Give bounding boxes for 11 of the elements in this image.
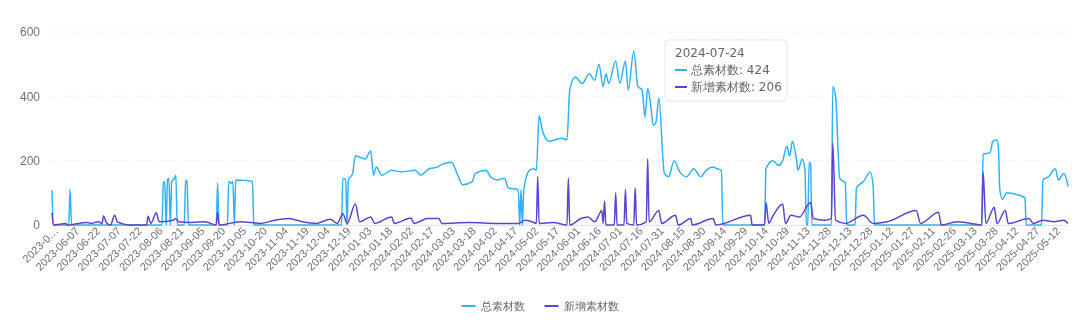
annotation: 2024-07-24	[675, 46, 745, 60]
y-tick-label: 0	[33, 218, 41, 233]
y-tick-label: 400	[19, 89, 41, 104]
line-series	[51, 50, 1069, 226]
y-tick-label: 600	[19, 25, 41, 40]
legend-label: 总素材数	[479, 300, 525, 313]
legend-label: 新增素材数	[563, 300, 619, 313]
annotation: 新增素材数: 206	[691, 80, 782, 94]
line-series	[51, 142, 1069, 226]
annotation: 总素材数: 424	[690, 63, 770, 77]
y-tick-label: 200	[19, 154, 41, 169]
